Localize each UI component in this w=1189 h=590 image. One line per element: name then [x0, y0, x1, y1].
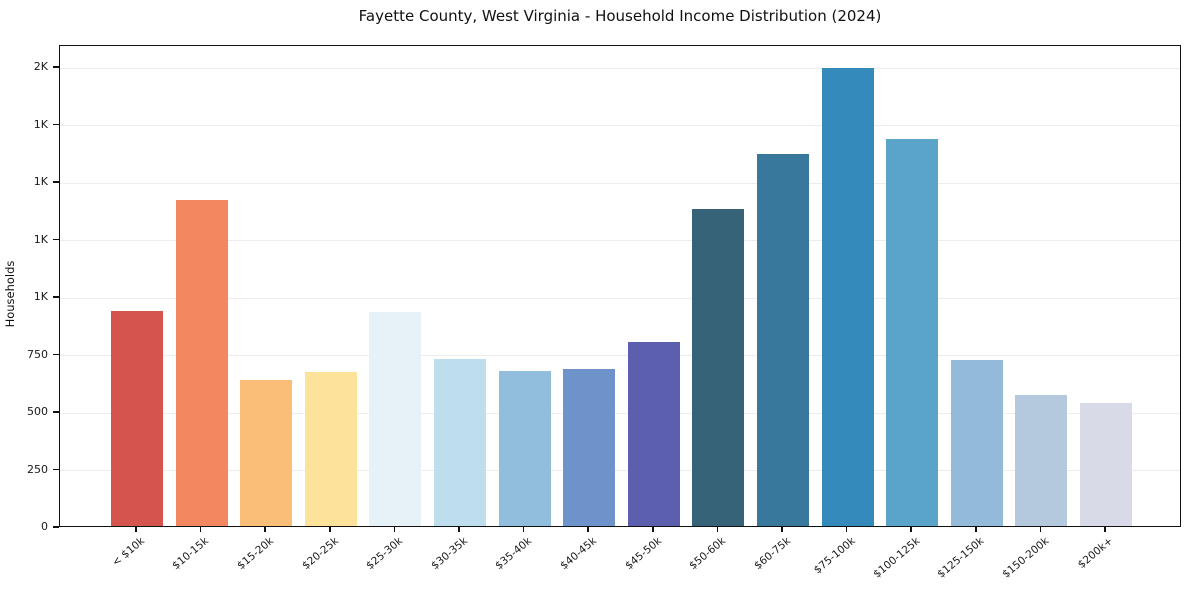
chart-title: Fayette County, West Virginia - Househol… [358, 7, 882, 25]
x-tick-label-text: $35-40k [493, 535, 535, 573]
x-tick-label-text: < $10k [109, 535, 147, 569]
x-tick-label-text: $25-30k [364, 535, 406, 573]
x-tick-label-text: $60-75k [751, 535, 793, 573]
x-tick-mark [652, 527, 654, 532]
y-tick-mark [53, 238, 59, 241]
y-tick-mark [53, 66, 59, 68]
x-tick-mark [135, 527, 137, 532]
x-tick-mark [781, 527, 783, 532]
x-tick-label-text: $200k+ [1076, 535, 1116, 571]
gridline [60, 355, 1180, 357]
x-tick-mark [716, 527, 719, 532]
gridline [60, 470, 1180, 471]
y-tick-label: 750 [27, 347, 48, 361]
bar-150-200k [1015, 394, 1068, 526]
plot-inner [60, 46, 1180, 526]
x-tick-label-text: $10-15k [170, 535, 212, 573]
bar-125-150k [950, 360, 1003, 526]
y-tick-label: 250 [27, 462, 48, 476]
bar-30-35k [434, 359, 486, 526]
bar-75-100k [821, 68, 874, 526]
x-tick-label-text: $150-200k [1000, 535, 1052, 581]
x-tick-mark [329, 527, 331, 532]
bar-35-40k [498, 370, 551, 526]
x-tick-mark [975, 527, 977, 532]
x-tick-label-text: $100-125k [870, 535, 922, 581]
x-tick-mark [199, 527, 202, 532]
gridline [60, 125, 1180, 127]
bar-200k [1080, 403, 1132, 526]
y-tick-label: 0 [41, 520, 48, 533]
y-tick-label: 1K [33, 117, 48, 131]
gridline [60, 67, 1180, 69]
bar-20-25k [304, 371, 357, 526]
x-tick-label-text: $30-35k [428, 535, 470, 573]
y-tick-mark [53, 353, 59, 356]
x-tick-mark [1039, 527, 1042, 532]
bar-60-75k [757, 153, 809, 526]
gridline [60, 182, 1180, 184]
y-tick-label: 1K [33, 232, 48, 246]
x-tick-label-text: $15-20k [235, 535, 276, 573]
y-tick-label: 500 [27, 405, 48, 419]
x-tick-label-text: $45-50k [622, 535, 664, 573]
y-tick-label: 2K [33, 60, 48, 74]
bar-40-45k [563, 368, 616, 526]
gridline [60, 297, 1180, 299]
x-tick-mark [264, 527, 266, 532]
x-tick-label-text: $75-100k [811, 535, 858, 577]
y-tick-mark [53, 468, 59, 471]
x-tick-mark [522, 527, 525, 532]
x-tick-mark [393, 527, 396, 532]
bar-10k [111, 311, 163, 526]
y-tick-mark [53, 296, 59, 298]
gridline [60, 240, 1180, 242]
bar-100-125k [886, 138, 939, 526]
x-tick-mark [587, 527, 589, 532]
y-tick-mark [53, 181, 59, 183]
bar-45-50k [627, 342, 680, 526]
plot-area [59, 45, 1181, 527]
y-tick-mark [53, 526, 59, 528]
bar-25-30k [369, 312, 422, 526]
bar-10-15k [175, 199, 228, 526]
x-tick-label-text: $40-45k [558, 535, 599, 573]
x-tick-mark [1104, 527, 1106, 532]
x-tick-label-text: $50-60k [687, 535, 729, 573]
gridline [60, 412, 1180, 414]
bar-15-20k [240, 380, 293, 526]
x-tick-mark [458, 527, 460, 532]
x-tick-mark [845, 527, 848, 532]
y-tick-label: 1K [33, 175, 48, 189]
x-tick-mark [910, 527, 912, 532]
y-tick-mark [53, 123, 59, 126]
x-tick-label-text: $125-150k [935, 535, 987, 581]
x-tick-label-text: $20-25k [299, 535, 341, 573]
bar-50-60k [692, 208, 745, 526]
y-tick-mark [53, 411, 59, 413]
y-tick-label: 1K [33, 290, 48, 304]
